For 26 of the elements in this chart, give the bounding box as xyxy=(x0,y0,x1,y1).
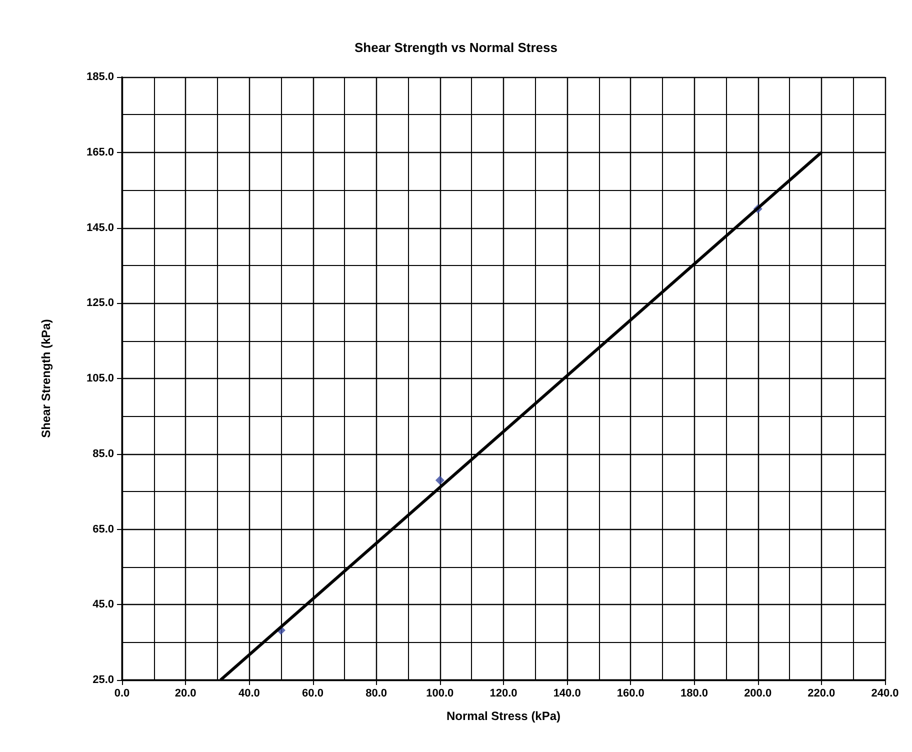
y-tick-label: 185.0 xyxy=(86,71,114,83)
x-tick-label: 60.0 xyxy=(302,688,324,700)
x-tick-label: 160.0 xyxy=(616,688,644,700)
x-tick-label: 140.0 xyxy=(553,688,581,700)
x-tick-label: 200.0 xyxy=(744,688,772,700)
x-tick-label: 0.0 xyxy=(114,688,130,700)
y-tick-label: 25.0 xyxy=(92,674,114,686)
x-tick-label: 100.0 xyxy=(426,688,454,700)
x-tick-label: 20.0 xyxy=(174,688,196,700)
x-tick-label: 120.0 xyxy=(490,688,518,700)
y-tick-label: 65.0 xyxy=(92,523,114,536)
x-axis-title: Normal Stress (kPa) xyxy=(446,709,561,723)
y-tick-label: 85.0 xyxy=(92,448,114,460)
x-tick-label: 40.0 xyxy=(238,688,260,700)
y-tick-label: 105.0 xyxy=(86,372,114,384)
x-tick-label: 240.0 xyxy=(871,688,899,700)
point xyxy=(435,476,444,485)
y-tick-label: 165.0 xyxy=(86,146,114,158)
y-tick-label: 145.0 xyxy=(86,222,114,234)
y-tick-label: 125.0 xyxy=(86,297,114,310)
x-tick-label: 220.0 xyxy=(808,688,836,700)
y-tick-label: 45.0 xyxy=(92,598,114,611)
chart-title: Shear Strength vs Normal Stress xyxy=(354,40,558,55)
y-axis-title: Shear Strength (kPa) xyxy=(39,319,53,438)
x-tick-label: 180.0 xyxy=(680,688,708,700)
x-tick-label: 80.0 xyxy=(366,688,388,700)
